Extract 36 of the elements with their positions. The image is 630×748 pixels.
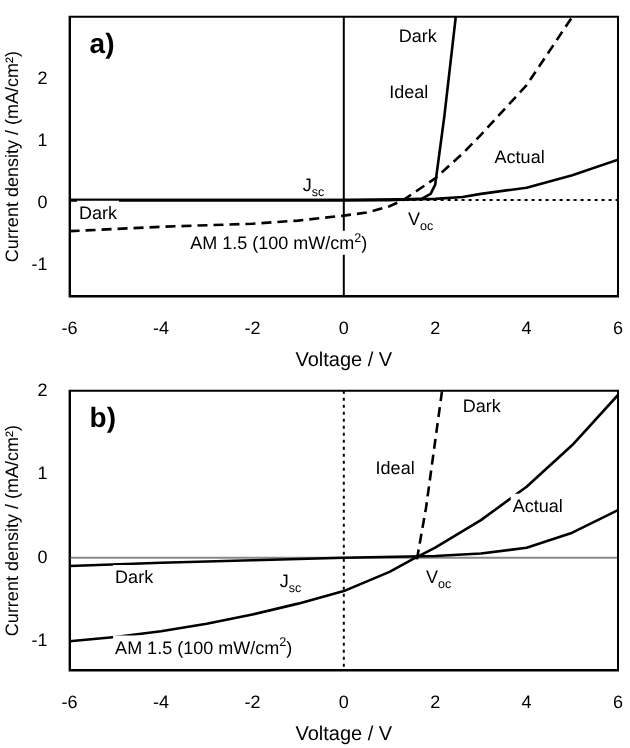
- y-tick-label: 1: [37, 130, 48, 151]
- y-tick-label: 2: [37, 67, 48, 88]
- y-axis-title: Current density / (mA/cm²): [1, 51, 22, 263]
- y-tick-label: -1: [31, 254, 48, 275]
- x-axis-title: Voltage / V: [295, 349, 393, 372]
- x-tick-label: -2: [244, 318, 261, 339]
- chart-title: b): [89, 400, 117, 433]
- x-axis-title: Voltage / V: [295, 723, 393, 746]
- x-tick-label: -6: [61, 318, 78, 339]
- x-tick-label: -4: [152, 318, 170, 339]
- annotation: Dark: [78, 202, 118, 223]
- x-tick-label: 6: [612, 692, 624, 713]
- x-tick-label: -6: [61, 692, 78, 713]
- x-tick-label: -4: [152, 692, 170, 713]
- y-axis-title: Current density / (mA/cm²): [1, 425, 22, 637]
- y-tick-label: 0: [37, 546, 48, 567]
- x-tick-label: 4: [521, 318, 532, 339]
- y-tick-label: 1: [37, 463, 48, 484]
- annotation: Ideal: [375, 458, 415, 479]
- x-tick-label: 0: [338, 692, 349, 713]
- x-tick-label: 0: [338, 318, 349, 339]
- y-tick-label: 2: [37, 379, 48, 400]
- annotation: Ideal: [389, 81, 429, 102]
- x-tick-label: 4: [521, 692, 532, 713]
- chart-title: a): [89, 26, 115, 59]
- x-tick-label: -2: [244, 692, 261, 713]
- x-tick-label: 2: [430, 692, 441, 713]
- annotation: Dark: [115, 566, 155, 587]
- x-tick-label: 6: [612, 318, 624, 339]
- annotation: Dark: [462, 395, 502, 416]
- annotation: Actual: [512, 495, 563, 516]
- annotation: Dark: [398, 25, 438, 46]
- x-tick-label: 2: [430, 318, 441, 339]
- y-tick-label: 0: [37, 192, 48, 213]
- annotation: Actual: [494, 146, 545, 167]
- y-tick-label: -1: [31, 630, 48, 651]
